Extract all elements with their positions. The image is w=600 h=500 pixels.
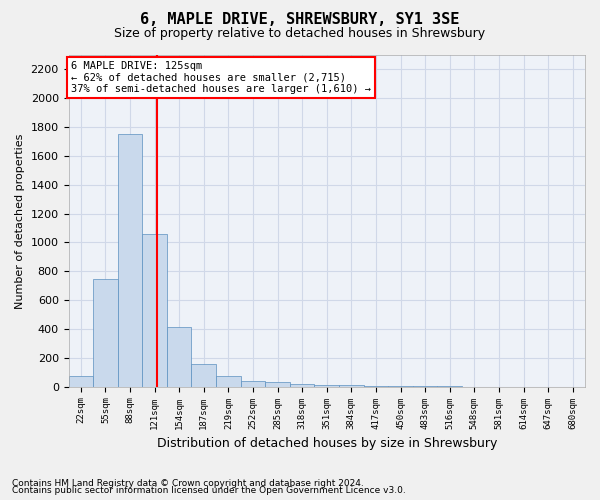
X-axis label: Distribution of detached houses by size in Shrewsbury: Distribution of detached houses by size … — [157, 437, 497, 450]
Bar — [216, 376, 241, 386]
Bar — [265, 382, 290, 386]
Bar — [93, 278, 118, 386]
Bar — [68, 376, 93, 386]
Bar — [290, 384, 314, 386]
Text: Contains public sector information licensed under the Open Government Licence v3: Contains public sector information licen… — [12, 486, 406, 495]
Y-axis label: Number of detached properties: Number of detached properties — [15, 133, 25, 308]
Bar — [142, 234, 167, 386]
Bar — [314, 385, 339, 386]
Bar — [241, 381, 265, 386]
Text: 6 MAPLE DRIVE: 125sqm
← 62% of detached houses are smaller (2,715)
37% of semi-d: 6 MAPLE DRIVE: 125sqm ← 62% of detached … — [71, 61, 371, 94]
Text: 6, MAPLE DRIVE, SHREWSBURY, SY1 3SE: 6, MAPLE DRIVE, SHREWSBURY, SY1 3SE — [140, 12, 460, 28]
Bar — [191, 364, 216, 386]
Bar — [118, 134, 142, 386]
Bar — [167, 327, 191, 386]
Text: Contains HM Land Registry data © Crown copyright and database right 2024.: Contains HM Land Registry data © Crown c… — [12, 478, 364, 488]
Text: Size of property relative to detached houses in Shrewsbury: Size of property relative to detached ho… — [115, 28, 485, 40]
